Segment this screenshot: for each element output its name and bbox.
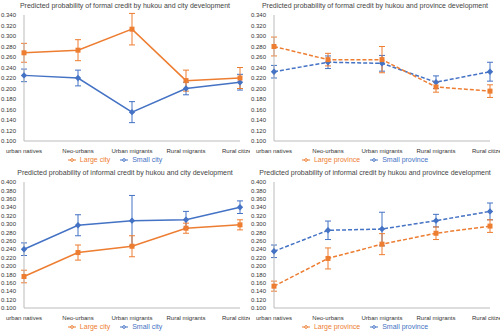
svg-text:0.160: 0.160 xyxy=(8,107,17,113)
svg-text:0.300: 0.300 xyxy=(251,221,267,227)
svg-text:0.160: 0.160 xyxy=(251,107,267,113)
svg-text:0.200: 0.200 xyxy=(251,263,267,269)
svg-text:0.160: 0.160 xyxy=(251,280,267,286)
svg-text:0.280: 0.280 xyxy=(251,44,267,50)
html-text:Large city: Large city xyxy=(79,323,111,330)
html-text:Small province: Small province xyxy=(382,323,429,330)
html-text:Predicted probability of forma: Predicted probability of formal credit b… xyxy=(19,2,231,9)
svg-text:0.120: 0.120 xyxy=(251,297,267,303)
svg-text:0.400: 0.400 xyxy=(8,179,17,185)
svg-text:0.400: 0.400 xyxy=(251,179,267,185)
svg-text:0.200: 0.200 xyxy=(8,86,17,92)
svg-text:Rural citizens: Rural citizens xyxy=(222,148,250,154)
svg-text:0.220: 0.220 xyxy=(251,255,267,261)
svg-text:0.240: 0.240 xyxy=(251,246,267,252)
svg-text:0.100: 0.100 xyxy=(8,305,17,311)
svg-text:Urban migrants: Urban migrants xyxy=(361,148,402,154)
svg-text:0.120: 0.120 xyxy=(251,128,267,134)
svg-text:0.260: 0.260 xyxy=(8,54,17,60)
svg-text:0.340: 0.340 xyxy=(8,204,17,210)
svg-text:0.320: 0.320 xyxy=(8,23,17,29)
svg-text:0.380: 0.380 xyxy=(251,188,267,194)
svg-text:0.120: 0.120 xyxy=(8,297,17,303)
svg-text:0.300: 0.300 xyxy=(8,33,17,39)
html-text:Large province: Large province xyxy=(313,323,361,330)
svg-text:Neo-urbans: Neo-urbans xyxy=(62,148,93,154)
svg-text:Neo-urbans: Neo-urbans xyxy=(62,315,93,321)
svg-text:0.320: 0.320 xyxy=(8,213,17,219)
svg-text:Rural migrants: Rural migrants xyxy=(416,315,455,321)
svg-text:0.200: 0.200 xyxy=(251,86,267,92)
svg-text:0.320: 0.320 xyxy=(251,213,267,219)
svg-text:0.160: 0.160 xyxy=(8,280,17,286)
svg-text:Neo-urbans: Neo-urbans xyxy=(312,148,343,154)
svg-text:0.140: 0.140 xyxy=(251,288,267,294)
svg-text:Rural citizens: Rural citizens xyxy=(222,315,250,321)
svg-text:0.100: 0.100 xyxy=(8,138,17,144)
svg-text:0.180: 0.180 xyxy=(8,272,17,278)
svg-text:0.120: 0.120 xyxy=(8,128,17,134)
svg-text:0.340: 0.340 xyxy=(8,12,17,18)
svg-text:0.260: 0.260 xyxy=(8,238,17,244)
svg-text:0.100: 0.100 xyxy=(251,305,267,311)
svg-text:0.280: 0.280 xyxy=(8,230,17,236)
svg-text:0.320: 0.320 xyxy=(251,23,267,29)
svg-text:0.220: 0.220 xyxy=(251,75,267,81)
svg-text:Rural migrants: Rural migrants xyxy=(166,315,205,321)
svg-text:0.360: 0.360 xyxy=(8,196,17,202)
svg-text:0.220: 0.220 xyxy=(8,75,17,81)
html-text:Small province: Small province xyxy=(382,156,429,163)
html-text:Large province: Large province xyxy=(313,156,361,163)
svg-text:0.280: 0.280 xyxy=(8,44,17,50)
svg-text:0.140: 0.140 xyxy=(8,117,17,123)
svg-text:urban natives: urban natives xyxy=(256,315,292,321)
svg-text:0.240: 0.240 xyxy=(8,246,17,252)
svg-text:urban natives: urban natives xyxy=(256,148,292,154)
svg-text:Rural citizens: Rural citizens xyxy=(472,315,492,321)
svg-text:0.180: 0.180 xyxy=(251,96,267,102)
svg-text:0.180: 0.180 xyxy=(8,96,17,102)
html-text:Predicted probability of forma: Predicted probability of formal credit b… xyxy=(262,2,488,9)
svg-text:Rural migrants: Rural migrants xyxy=(166,148,205,154)
svg-text:0.380: 0.380 xyxy=(8,188,17,194)
svg-text:0.220: 0.220 xyxy=(8,255,17,261)
html-text:Predicted probability of infor: Predicted probability of informal credit… xyxy=(17,169,233,176)
svg-text:0.240: 0.240 xyxy=(251,65,267,71)
html-text:Predicted probability of infor: Predicted probability of informal credit… xyxy=(259,169,491,176)
svg-text:Rural citizens: Rural citizens xyxy=(472,148,492,154)
svg-text:Urban migrants: Urban migrants xyxy=(111,315,152,321)
svg-text:Neo-urbans: Neo-urbans xyxy=(312,315,343,321)
svg-text:0.340: 0.340 xyxy=(251,12,267,18)
svg-text:0.140: 0.140 xyxy=(8,288,17,294)
svg-text:Urban migrants: Urban migrants xyxy=(111,148,152,154)
svg-text:0.260: 0.260 xyxy=(251,238,267,244)
svg-text:Urban migrants: Urban migrants xyxy=(361,315,402,321)
svg-text:0.240: 0.240 xyxy=(8,65,17,71)
svg-text:0.300: 0.300 xyxy=(251,33,267,39)
svg-text:urban natives: urban natives xyxy=(8,148,42,154)
svg-text:0.360: 0.360 xyxy=(251,196,267,202)
svg-text:0.340: 0.340 xyxy=(251,204,267,210)
svg-text:0.180: 0.180 xyxy=(251,272,267,278)
svg-text:0.280: 0.280 xyxy=(251,230,267,236)
svg-text:0.140: 0.140 xyxy=(251,117,267,123)
html-text:Large city: Large city xyxy=(79,156,111,163)
svg-text:urban natives: urban natives xyxy=(8,315,42,321)
html-text:Small city: Small city xyxy=(132,156,163,163)
html-text:Small city: Small city xyxy=(132,323,163,330)
svg-text:Rural migrants: Rural migrants xyxy=(416,148,455,154)
svg-text:0.200: 0.200 xyxy=(8,263,17,269)
svg-text:0.300: 0.300 xyxy=(8,221,17,227)
svg-text:0.100: 0.100 xyxy=(251,138,267,144)
svg-text:0.260: 0.260 xyxy=(251,54,267,60)
